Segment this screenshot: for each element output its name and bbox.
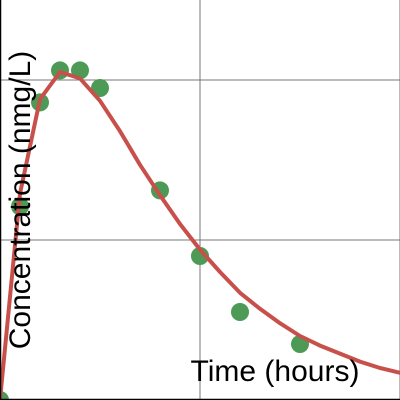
marks xyxy=(0,61,400,400)
data-point xyxy=(191,247,209,265)
data-point xyxy=(231,303,249,321)
fit-line xyxy=(0,70,400,400)
data-point xyxy=(91,79,109,97)
y-axis-label: Concentration (nmg/L) xyxy=(4,51,37,349)
x-axis-label: Time (hours) xyxy=(191,355,360,388)
